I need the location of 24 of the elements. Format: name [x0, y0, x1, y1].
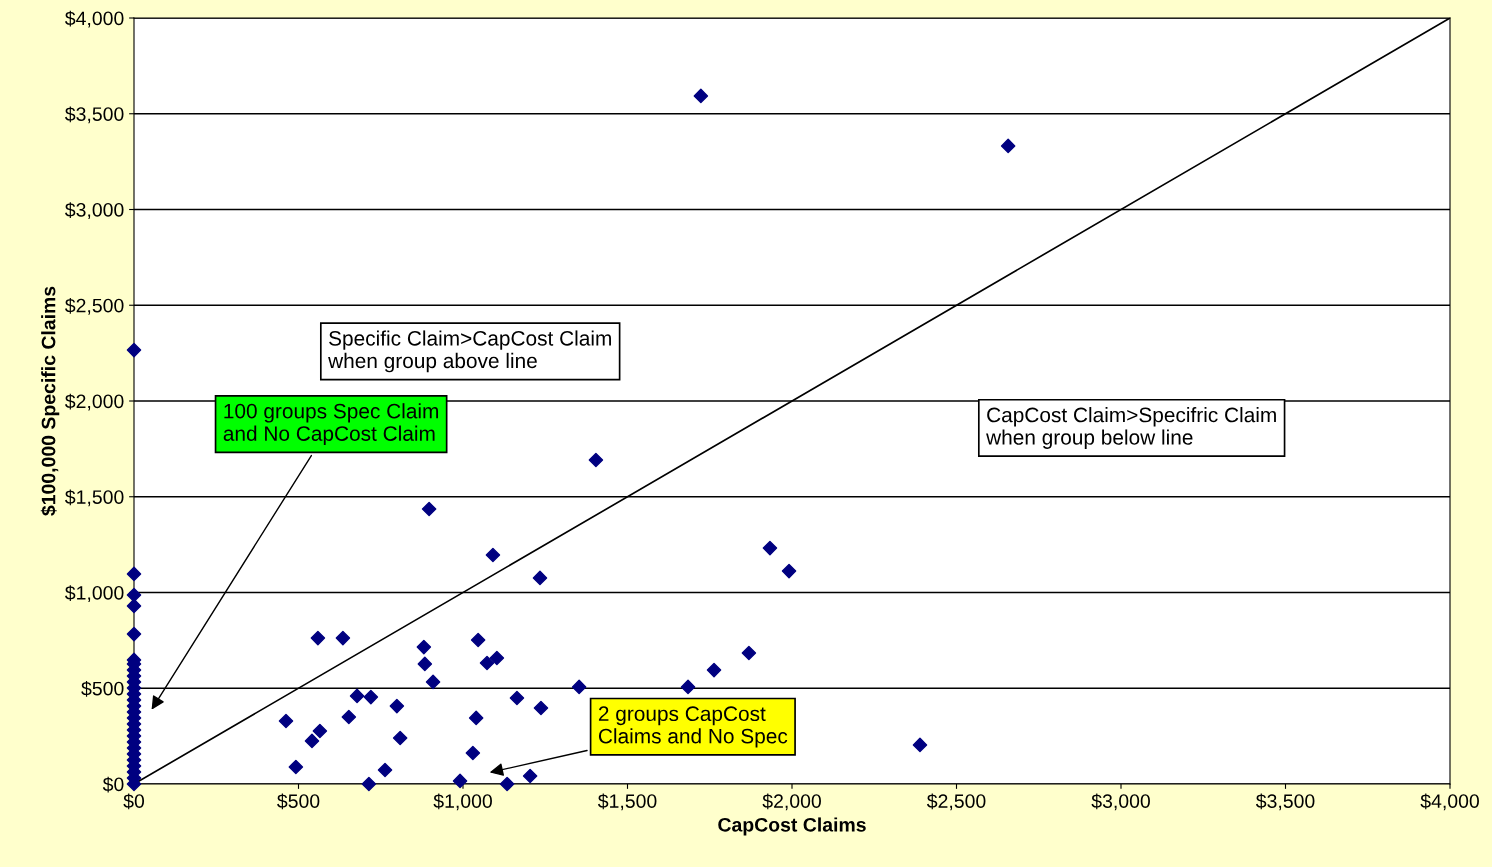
- x-tick-label: $500: [277, 793, 320, 810]
- y-tick-label: $1,000: [65, 585, 124, 603]
- annotation: 2 groups CapCost Claims and No Spec: [598, 706, 788, 748]
- x-tick-label: $3,500: [1255, 793, 1315, 811]
- x-axis-title: CapCost Claims: [718, 817, 866, 836]
- y-tick-label: $3,000: [65, 202, 124, 220]
- y-axis-title: $100,000 Specific Claims: [40, 286, 60, 516]
- annotation: 100 groups Spec Claim and No CapCost Claim: [223, 403, 439, 446]
- x-tick-label: $3,000: [1091, 793, 1150, 811]
- x-tick-label: $0: [123, 793, 145, 810]
- y-tick-label: $0: [102, 776, 124, 793]
- x-tick-label: $4,000: [1420, 793, 1479, 811]
- y-tick-label: $3,500: [65, 106, 124, 124]
- y-tick-label: $500: [81, 680, 124, 697]
- x-tick-label: $1,000: [433, 793, 492, 811]
- y-tick-label: $2,000: [65, 393, 124, 411]
- y-tick-label: $2,500: [65, 297, 124, 315]
- x-tick-label: $1,500: [597, 793, 657, 811]
- annotation: Specific Claim>CapCost Claim when group above line: [328, 330, 611, 373]
- y-tick-label: $1,500: [65, 489, 124, 507]
- annotation: CapCost Claim>Specifric Claim when group below line: [986, 407, 1276, 449]
- y-tick-label: $4,000: [65, 10, 124, 28]
- x-tick-label: $2,000: [762, 793, 821, 811]
- x-tick-label: $2,500: [926, 793, 986, 811]
